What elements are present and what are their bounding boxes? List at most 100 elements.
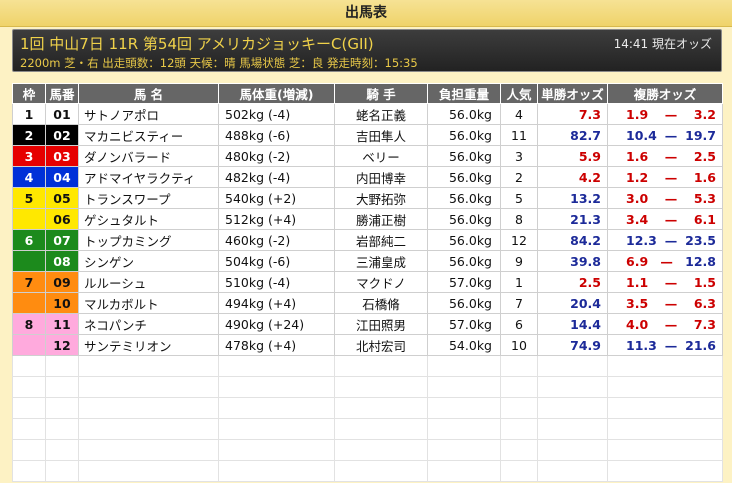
horse-name[interactable]: サトノアポロ — [78, 103, 219, 125]
jockey-name[interactable]: 内田博幸 — [334, 166, 428, 188]
empty-row — [12, 376, 723, 398]
odds-timestamp: 14:41 現在オッズ — [613, 37, 712, 51]
horse-weight: 504kg (-6) — [218, 250, 335, 272]
waku-cell: 2 — [12, 124, 46, 146]
fukusho-high: 7.3 — [693, 316, 716, 332]
fukusho-high: 6.3 — [693, 295, 716, 311]
page-title: 出馬表 — [0, 0, 732, 27]
waku-cell — [12, 250, 46, 272]
jockey-name[interactable]: 大野拓弥 — [334, 187, 428, 209]
table-row: 6 07 トップカミング 460kg (-2) 岩部純二 56.0kg 12 8… — [12, 229, 723, 251]
umaban-cell: 09 — [45, 271, 79, 293]
fukusho-dash: — — [664, 127, 678, 143]
kinryo-cell: 54.0kg — [427, 334, 501, 356]
horse-weight: 502kg (-4) — [218, 103, 335, 125]
table-row: 08 シンゲン 504kg (-6) 三浦皇成 56.0kg 9 39.8 6.… — [12, 250, 723, 272]
fukusho-dash: — — [664, 232, 678, 248]
fukusho-odds: 3.4 — 6.1 — [607, 208, 723, 230]
horse-name[interactable]: サンテミリオン — [78, 334, 219, 356]
table-row: 5 05 トランスワープ 540kg (+2) 大野拓弥 56.0kg 5 13… — [12, 187, 723, 209]
kinryo-cell: 56.0kg — [427, 292, 501, 314]
horse-name[interactable]: トップカミング — [78, 229, 219, 251]
ninki-cell: 5 — [500, 187, 538, 209]
header-jockey: 騎 手 — [334, 83, 428, 104]
ninki-cell: 7 — [500, 292, 538, 314]
fukusho-high: 1.5 — [693, 274, 716, 290]
horse-weight: 478kg (+4) — [218, 334, 335, 356]
horse-weight: 482kg (-4) — [218, 166, 335, 188]
fukusho-dash: — — [664, 169, 678, 185]
race-info-panel: 1回 中山7日 11R 第54回 アメリカジョッキーC(GII) 14:41 現… — [12, 29, 722, 72]
fukusho-low: 3.4 — [626, 211, 649, 227]
umaban-cell: 11 — [45, 313, 79, 335]
jockey-name[interactable]: マクドノ — [334, 271, 428, 293]
fukusho-low: 1.2 — [626, 169, 649, 185]
ninki-cell: 2 — [500, 166, 538, 188]
fukusho-odds: 4.0 — 7.3 — [607, 313, 723, 335]
horse-name[interactable]: ネコパンチ — [78, 313, 219, 335]
race-title: 1回 中山7日 11R 第54回 アメリカジョッキーC(GII) — [20, 35, 374, 53]
jockey-name[interactable]: 石橋脩 — [334, 292, 428, 314]
fukusho-odds: 1.9 — 3.2 — [607, 103, 723, 125]
tansho-odds: 74.9 — [537, 334, 608, 356]
ninki-cell: 12 — [500, 229, 538, 251]
empty-row — [12, 460, 723, 482]
umaban-cell: 03 — [45, 145, 79, 167]
tansho-odds: 39.8 — [537, 250, 608, 272]
fukusho-dash: — — [664, 148, 678, 164]
entry-table: 枠 馬番 馬 名 馬体重(増減) 騎 手 負担重量 人気 単勝オッズ 複勝オッズ… — [12, 83, 723, 482]
fukusho-odds: 3.0 — 5.3 — [607, 187, 723, 209]
table-header-row: 枠 馬番 馬 名 馬体重(増減) 騎 手 負担重量 人気 単勝オッズ 複勝オッズ — [12, 83, 723, 104]
jockey-name[interactable]: 岩部純二 — [334, 229, 428, 251]
fukusho-odds: 12.3 — 23.5 — [607, 229, 723, 251]
horse-name[interactable]: トランスワープ — [78, 187, 219, 209]
horse-name[interactable]: マルカボルト — [78, 292, 219, 314]
umaban-cell: 05 — [45, 187, 79, 209]
waku-cell: 3 — [12, 145, 46, 167]
jockey-name[interactable]: 勝浦正樹 — [334, 208, 428, 230]
fukusho-dash: — — [664, 211, 678, 227]
fukusho-high: 19.7 — [685, 127, 716, 143]
kinryo-cell: 56.0kg — [427, 124, 501, 146]
horse-weight: 512kg (+4) — [218, 208, 335, 230]
fukusho-high: 3.2 — [693, 106, 716, 122]
horse-name[interactable]: ダノンバラード — [78, 145, 219, 167]
horse-weight: 480kg (-2) — [218, 145, 335, 167]
fukusho-high: 5.3 — [693, 190, 716, 206]
ninki-cell: 11 — [500, 124, 538, 146]
waku-cell: 7 — [12, 271, 46, 293]
horse-name[interactable]: ルルーシュ — [78, 271, 219, 293]
waku-cell — [12, 334, 46, 356]
header-weight: 馬体重(増減) — [218, 83, 335, 104]
jockey-name[interactable]: 吉田隼人 — [334, 124, 428, 146]
jockey-name[interactable]: 北村宏司 — [334, 334, 428, 356]
fukusho-low: 11.3 — [626, 337, 657, 353]
waku-cell — [12, 208, 46, 230]
header-fukusho: 複勝オッズ — [607, 83, 723, 104]
horse-name[interactable]: シンゲン — [78, 250, 219, 272]
kinryo-cell: 56.0kg — [427, 166, 501, 188]
table-row: 06 ゲシュタルト 512kg (+4) 勝浦正樹 56.0kg 8 21.3 … — [12, 208, 723, 230]
fukusho-odds: 1.2 — 1.6 — [607, 166, 723, 188]
horse-name[interactable]: マカニビスティー — [78, 124, 219, 146]
horse-weight: 510kg (-4) — [218, 271, 335, 293]
jockey-name[interactable]: 江田照男 — [334, 313, 428, 335]
ninki-cell: 4 — [500, 103, 538, 125]
waku-cell: 4 — [12, 166, 46, 188]
header-ninki: 人気 — [500, 83, 538, 104]
jockey-name[interactable]: ベリー — [334, 145, 428, 167]
fukusho-odds: 3.5 — 6.3 — [607, 292, 723, 314]
kinryo-cell: 57.0kg — [427, 313, 501, 335]
jockey-name[interactable]: 三浦皇成 — [334, 250, 428, 272]
horse-name[interactable]: アドマイヤラクティ — [78, 166, 219, 188]
jockey-name[interactable]: 蛯名正義 — [334, 103, 428, 125]
horse-weight: 460kg (-2) — [218, 229, 335, 251]
fukusho-high: 2.5 — [693, 148, 716, 164]
entry-table-container: 枠 馬番 馬 名 馬体重(増減) 騎 手 負担重量 人気 単勝オッズ 複勝オッズ… — [12, 83, 723, 482]
horse-name[interactable]: ゲシュタルト — [78, 208, 219, 230]
fukusho-low: 1.6 — [626, 148, 649, 164]
umaban-cell: 07 — [45, 229, 79, 251]
fukusho-high: 21.6 — [685, 337, 716, 353]
kinryo-cell: 56.0kg — [427, 187, 501, 209]
kinryo-cell: 56.0kg — [427, 250, 501, 272]
